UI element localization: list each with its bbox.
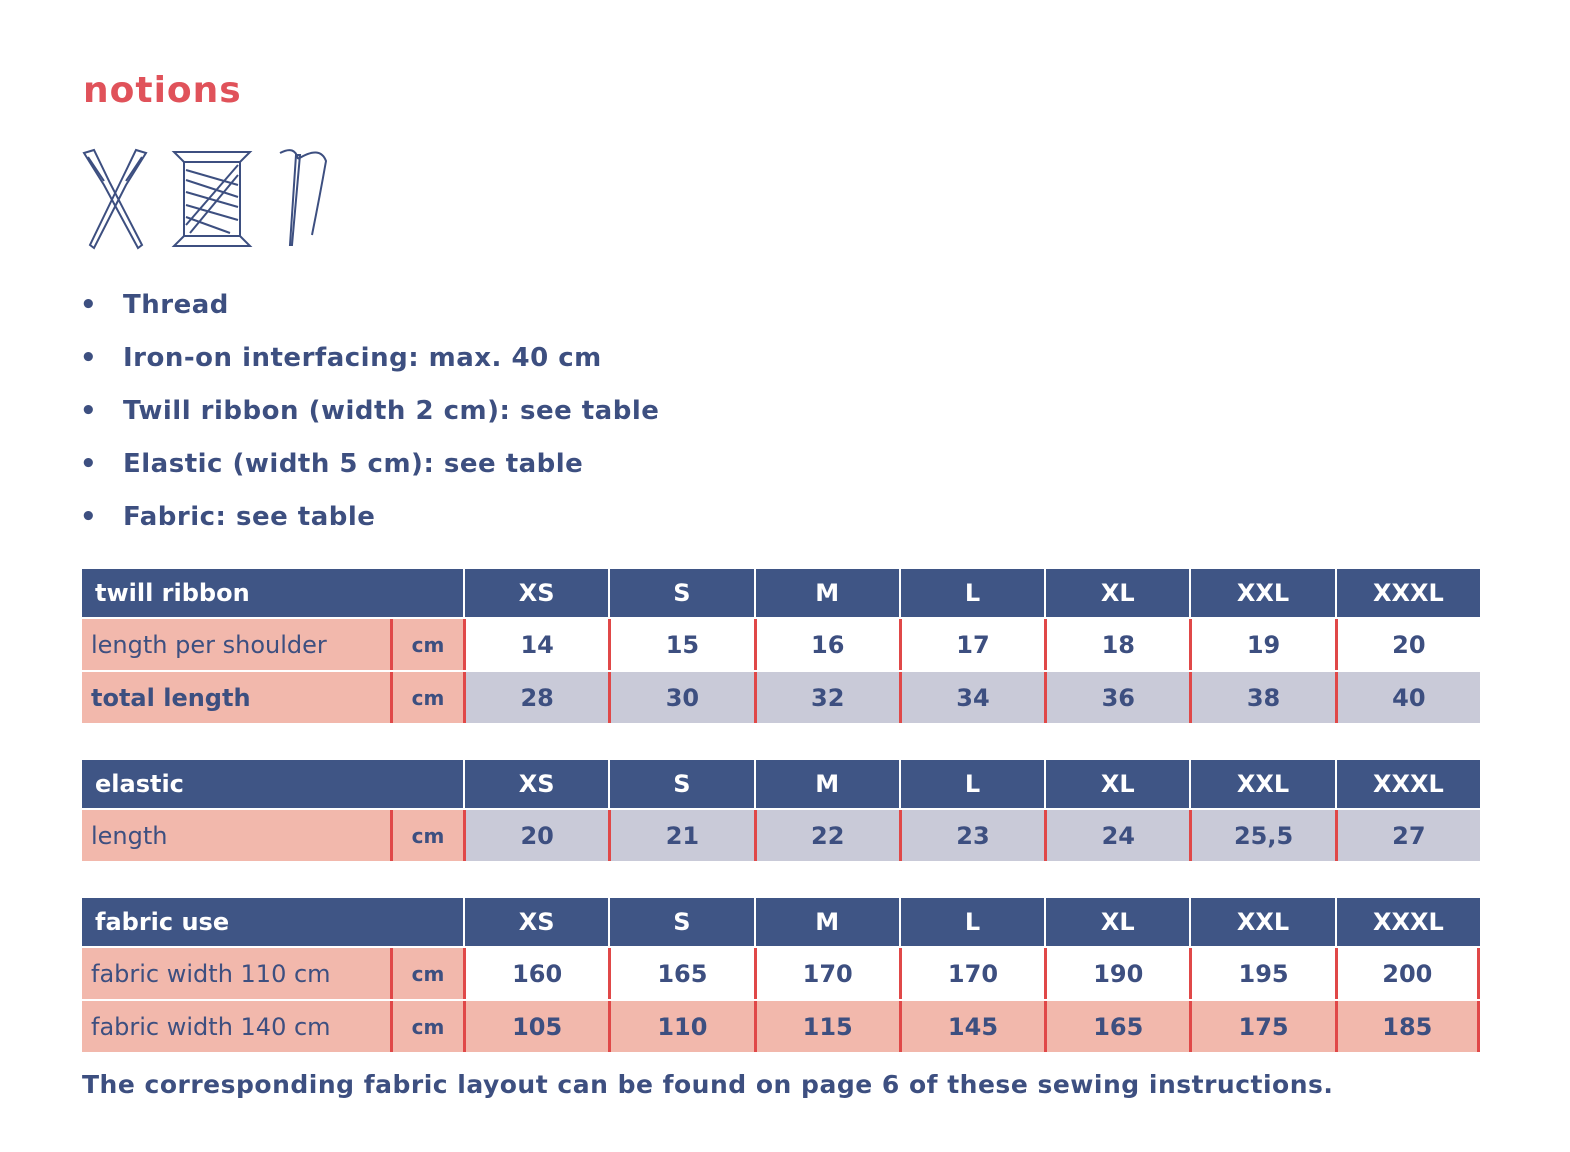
table-value: 175 <box>1189 1001 1335 1052</box>
table-value: 170 <box>753 948 899 999</box>
bullet-text: Iron-on interfacing: max. 40 cm <box>123 343 602 373</box>
table-value: 18 <box>1044 619 1190 670</box>
table-value: 17 <box>898 619 1045 670</box>
size-header: XL <box>1046 760 1190 808</box>
table-value: 160 <box>463 948 609 999</box>
table-value: 105 <box>463 1001 609 1052</box>
row-unit: cm <box>390 619 463 670</box>
table-value: 32 <box>753 672 899 723</box>
table-value: 185 <box>1334 1001 1480 1052</box>
table-header: fabric use <box>82 898 463 946</box>
size-header: XXXL <box>1336 760 1480 808</box>
row-label: length <box>82 810 390 861</box>
bullet-text: Fabric: see table <box>123 502 376 532</box>
row-label: fabric width 110 cm <box>82 948 390 999</box>
footer-note: The corresponding fabric layout can be f… <box>82 1070 1334 1099</box>
table-value: 20 <box>1334 619 1480 670</box>
table-value: 38 <box>1189 672 1335 723</box>
notion-icons <box>82 148 328 250</box>
table-value: 30 <box>608 672 754 723</box>
spool-icon <box>171 151 253 247</box>
needle-icon <box>279 149 328 246</box>
bullet-item: • Elastic (width 5 cm): see table <box>80 449 583 479</box>
row-label: fabric width 140 cm <box>82 1001 390 1052</box>
size-header: XL <box>1046 569 1190 617</box>
table-value: 36 <box>1044 672 1190 723</box>
table-value: 115 <box>753 1001 899 1052</box>
row-unit: cm <box>390 810 463 861</box>
size-header: XS <box>465 569 609 617</box>
bullet-dot: • <box>80 396 98 426</box>
size-header: XXXL <box>1336 898 1480 946</box>
bullet-dot: • <box>80 502 98 532</box>
scissors-icon <box>82 148 148 250</box>
row-unit: cm <box>390 948 463 999</box>
bullet-dot: • <box>80 290 98 320</box>
row-label: length per shoulder <box>82 619 390 670</box>
size-header: L <box>900 898 1045 946</box>
table-value: 25,5 <box>1189 810 1335 861</box>
row-label: total length <box>82 672 390 723</box>
table-value: 22 <box>753 810 899 861</box>
table-value: 23 <box>898 810 1045 861</box>
table-value: 165 <box>1044 1001 1190 1052</box>
table-header: twill ribbon <box>82 569 463 617</box>
size-header: S <box>610 760 754 808</box>
size-header: S <box>610 569 754 617</box>
bullet-text: Twill ribbon (width 2 cm): see table <box>123 396 660 426</box>
table-value: 16 <box>753 619 899 670</box>
bullet-item: • Iron-on interfacing: max. 40 cm <box>80 343 602 373</box>
table-value: 21 <box>608 810 754 861</box>
bullet-dot: • <box>80 343 98 373</box>
bullet-item: • Fabric: see table <box>80 502 375 532</box>
table-value: 195 <box>1189 948 1335 999</box>
size-header: XXL <box>1191 898 1335 946</box>
table-value: 27 <box>1334 810 1480 861</box>
table-value: 34 <box>898 672 1045 723</box>
table-value: 20 <box>463 810 609 861</box>
row-unit: cm <box>390 1001 463 1052</box>
table-header: elastic <box>82 760 463 808</box>
size-header: XS <box>465 898 609 946</box>
table-value: 28 <box>463 672 609 723</box>
size-header: M <box>755 569 899 617</box>
table-value: 15 <box>608 619 754 670</box>
bullet-text: Thread <box>123 290 229 320</box>
table-value: 40 <box>1334 672 1480 723</box>
size-header: XXL <box>1191 760 1335 808</box>
table-value: 165 <box>608 948 754 999</box>
table-value: 19 <box>1189 619 1335 670</box>
bullet-item: • Twill ribbon (width 2 cm): see table <box>80 396 659 426</box>
size-header: M <box>755 898 899 946</box>
table-value: 24 <box>1044 810 1190 861</box>
title: notions <box>83 70 242 111</box>
size-header: L <box>900 569 1045 617</box>
size-header: XS <box>465 760 609 808</box>
table-value: 110 <box>608 1001 754 1052</box>
size-header: S <box>610 898 754 946</box>
table-value: 170 <box>898 948 1045 999</box>
size-header: XXL <box>1191 569 1335 617</box>
bullet-text: Elastic (width 5 cm): see table <box>123 449 584 479</box>
size-header: XL <box>1046 898 1190 946</box>
bullet-dot: • <box>80 449 98 479</box>
table-value: 200 <box>1334 948 1480 999</box>
row-unit: cm <box>390 672 463 723</box>
size-header: XXXL <box>1336 569 1480 617</box>
size-header: M <box>755 760 899 808</box>
table-value: 14 <box>463 619 609 670</box>
table-value: 145 <box>898 1001 1045 1052</box>
bullet-item: • Thread <box>80 290 229 320</box>
size-header: L <box>900 760 1045 808</box>
table-value: 190 <box>1044 948 1190 999</box>
